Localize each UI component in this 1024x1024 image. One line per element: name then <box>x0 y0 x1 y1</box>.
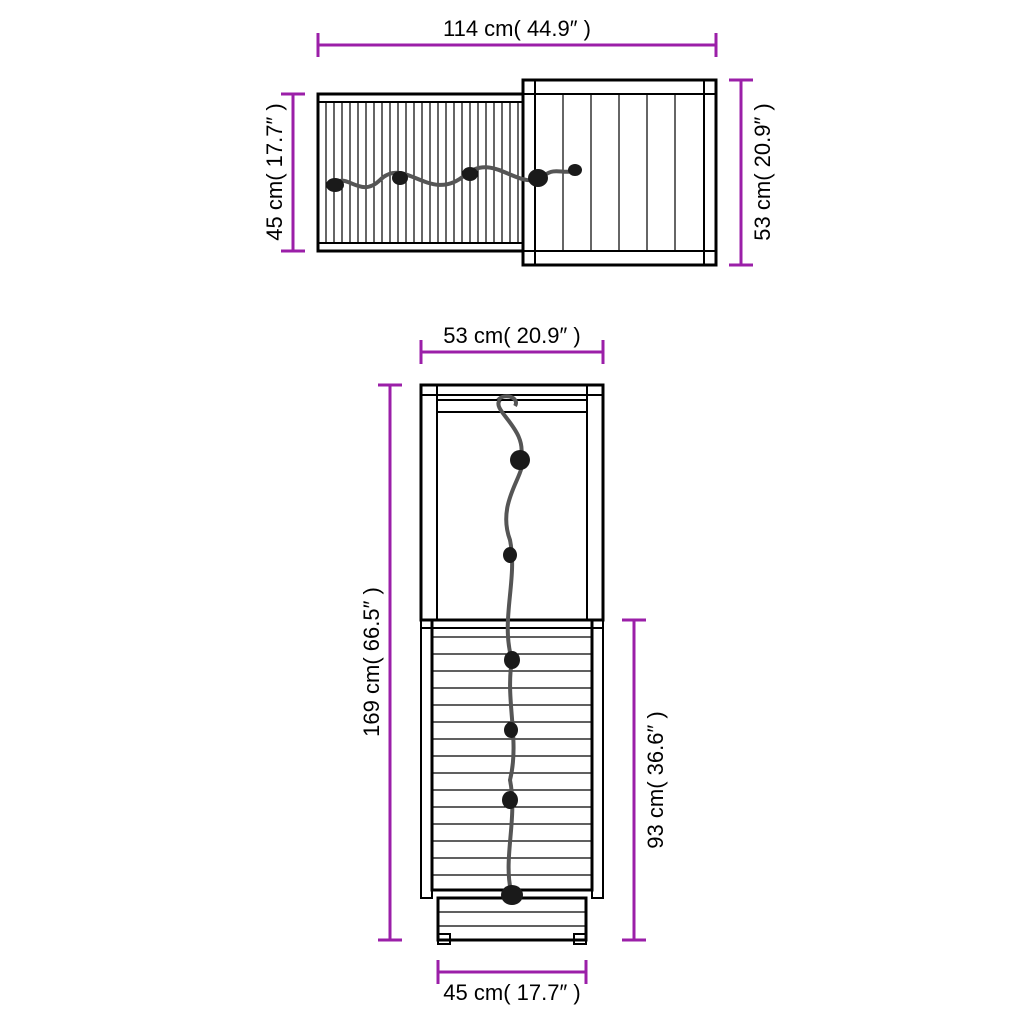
dimension-diagram: 114 cm( 44.9″ ) 45 cm( 17.7″ ) 53 cm( 20… <box>0 0 1024 1024</box>
top-ramp <box>318 94 523 251</box>
dim-front-height-label: 169 cm( 66.5″ ) <box>359 587 384 737</box>
dim-front-partial: 93 cm( 36.6″ ) <box>622 620 668 940</box>
dim-top-right-height: 53 cm( 20.9″ ) <box>729 80 775 265</box>
dim-top-width-label: 114 cm( 44.9″ ) <box>443 16 591 41</box>
dim-mid-width-label: 53 cm( 20.9″ ) <box>443 323 580 348</box>
dim-top-width: 114 cm( 44.9″ ) <box>318 16 716 57</box>
dim-bottom-width: 45 cm( 17.7″ ) <box>438 960 586 1005</box>
top-view: 114 cm( 44.9″ ) 45 cm( 17.7″ ) 53 cm( 20… <box>262 16 775 265</box>
dim-top-left-height-label: 45 cm( 17.7″ ) <box>262 103 287 240</box>
front-view: 53 cm( 20.9″ ) 169 cm( 66.5″ ) 93 cm( 36… <box>359 323 668 1005</box>
dim-top-right-height-label: 53 cm( 20.9″ ) <box>750 103 775 240</box>
dim-front-height: 169 cm( 66.5″ ) <box>359 385 402 940</box>
dim-front-partial-label: 93 cm( 36.6″ ) <box>643 711 668 848</box>
dim-top-left-height: 45 cm( 17.7″ ) <box>262 94 305 251</box>
dim-bottom-width-label: 45 cm( 17.7″ ) <box>443 980 580 1005</box>
dim-mid-width: 53 cm( 20.9″ ) <box>421 323 603 364</box>
